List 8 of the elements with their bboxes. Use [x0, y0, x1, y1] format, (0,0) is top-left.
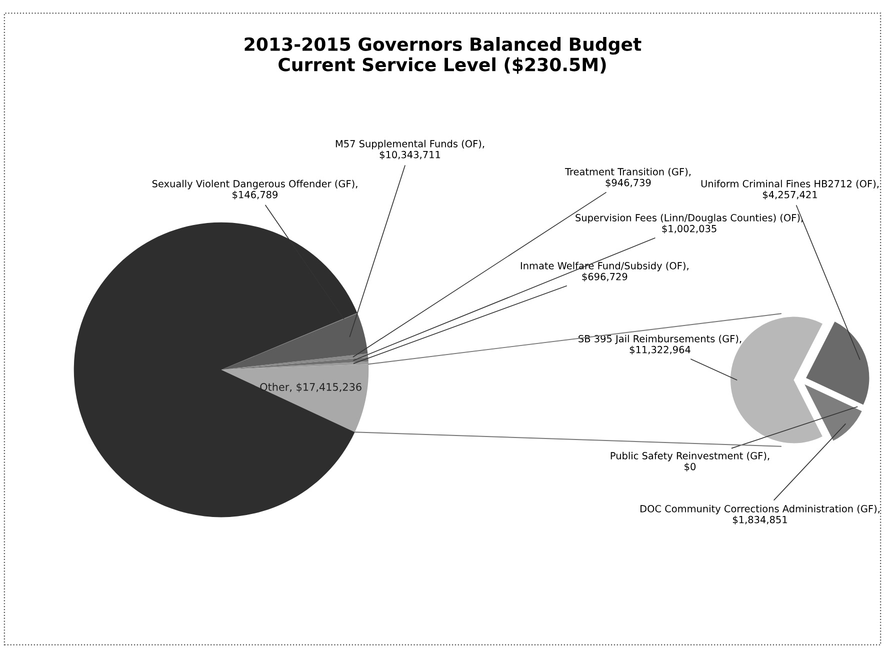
slice-label: Other, $17,415,236	[260, 382, 362, 392]
slice-label: DOC Community Corrections Administration (GF), $1,834,851	[640, 504, 880, 525]
slice-label: Uniform Criminal Fines HB2712 (OF), $4,257,421	[701, 180, 879, 200]
chart-title: 2013-2015 Governors Balanced Budget Current Service Level ($230.5M)	[244, 37, 642, 74]
slice-label: Sexually Violent Dangerous Offender (GF), $146,789	[152, 180, 358, 200]
slice-label: Treatment Transition (GF), $946,739	[564, 168, 691, 188]
slice-label: M57 Supplemental Funds (OF), $10,343,711	[336, 140, 484, 160]
category-label: Public Safety Reinvestment (GF), $0	[610, 452, 770, 472]
